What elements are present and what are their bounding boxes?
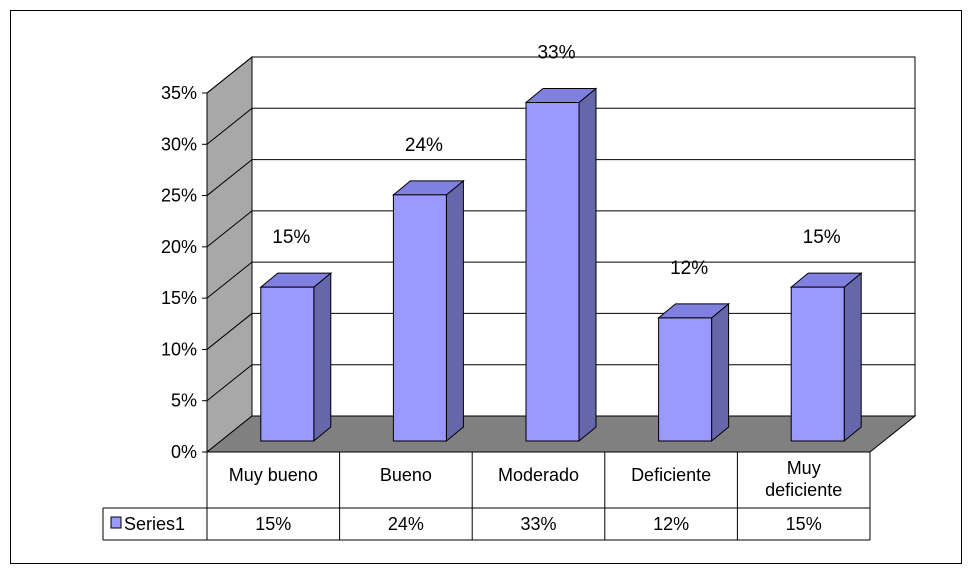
bar-side xyxy=(578,87,597,443)
table-value: 24% xyxy=(388,514,424,534)
x-category-label: Muy bueno xyxy=(229,465,318,485)
y-tick-label: 35% xyxy=(161,83,197,103)
bar-front xyxy=(525,102,580,442)
table-value: 15% xyxy=(255,514,291,534)
legend-key xyxy=(110,516,122,529)
y-tick-label: 0% xyxy=(171,442,197,462)
y-tick-label: 30% xyxy=(161,134,197,154)
legend-series-name: Series1 xyxy=(124,514,185,534)
bar-front xyxy=(392,194,447,442)
gridline xyxy=(206,159,915,196)
gridline xyxy=(206,261,915,299)
bar xyxy=(789,272,863,443)
bar xyxy=(392,179,465,443)
bar-front xyxy=(790,286,845,442)
bar-side xyxy=(843,272,862,443)
bar-side xyxy=(445,179,464,443)
x-category-label: Moderado xyxy=(498,465,579,485)
bar-side xyxy=(313,272,332,443)
y-tick-label: 25% xyxy=(161,186,197,206)
bar xyxy=(524,87,598,443)
gridline xyxy=(206,107,915,145)
data-label: 15% xyxy=(272,227,310,248)
table-value: 15% xyxy=(786,514,822,534)
gridline xyxy=(206,210,915,248)
data-label: 24% xyxy=(405,135,443,156)
gridline xyxy=(206,56,915,94)
bar-front xyxy=(260,286,315,442)
table-value: 33% xyxy=(520,514,556,534)
bar-front xyxy=(658,317,713,442)
x-category-label: Bueno xyxy=(380,465,432,485)
table-value: 12% xyxy=(653,514,689,534)
x-category-label: deficiente xyxy=(765,480,842,500)
data-label: 33% xyxy=(537,43,575,64)
y-tick-label: 5% xyxy=(171,391,197,411)
bar-side xyxy=(711,302,730,443)
y-tick-label: 20% xyxy=(161,237,197,257)
y-tick-label: 15% xyxy=(161,288,197,308)
x-category-label: Muy xyxy=(787,458,821,478)
y-tick-label: 10% xyxy=(161,339,197,359)
bar xyxy=(657,302,730,443)
x-category-label: Deficiente xyxy=(631,465,711,485)
side-wall xyxy=(206,55,253,454)
data-label: 15% xyxy=(803,227,841,248)
bar xyxy=(259,272,333,443)
data-label: 12% xyxy=(670,258,708,279)
